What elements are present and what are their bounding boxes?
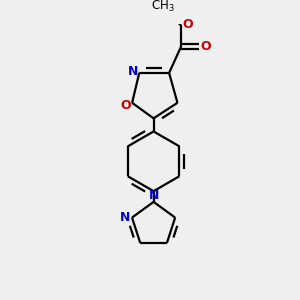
Text: N: N — [128, 65, 139, 78]
Text: N: N — [148, 189, 159, 203]
Text: CH$_3$: CH$_3$ — [151, 0, 175, 14]
Text: O: O — [182, 17, 193, 31]
Text: N: N — [120, 211, 130, 224]
Text: O: O — [201, 40, 212, 53]
Text: O: O — [120, 99, 131, 112]
